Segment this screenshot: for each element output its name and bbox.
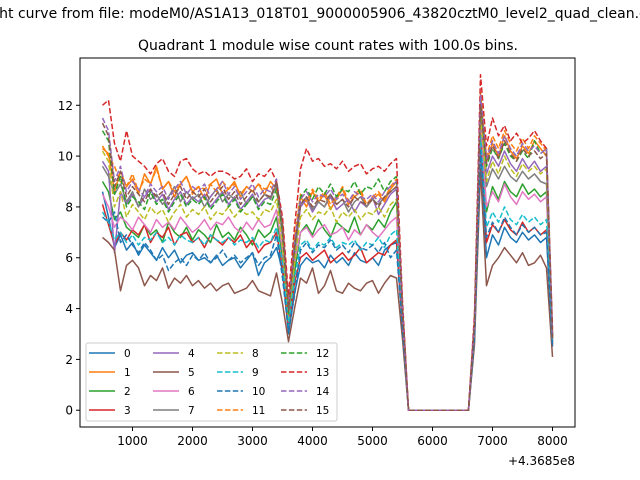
x-tick-label: 1000 (117, 434, 148, 448)
y-tick-label: 2 (65, 353, 73, 367)
x-tick-label: 7000 (477, 434, 508, 448)
legend-label-9: 9 (252, 367, 259, 379)
series-line-11 (101, 96, 554, 411)
chart-title: Quadrant 1 module wise count rates with … (138, 38, 518, 54)
y-tick-label: 4 (65, 302, 73, 316)
series-line-14 (101, 94, 554, 411)
x-tick-label: 2000 (177, 434, 208, 448)
y-tick-label: 6 (65, 251, 73, 265)
figure-suptitle: Light curve from file: modeM0/AS1A13_018… (0, 6, 640, 22)
legend-label-3: 3 (124, 405, 131, 417)
series-line-5 (102, 168, 554, 411)
x-tick-label: 8000 (537, 434, 568, 448)
x-axis: 1000 2000 3000 4000 5000 6000 7000 8000 (117, 427, 568, 448)
x-tick-label: 4000 (297, 434, 328, 448)
legend-label-13: 13 (316, 367, 329, 379)
legend-label-6: 6 (188, 386, 195, 398)
legend-label-14: 14 (316, 386, 330, 398)
legend-label-4: 4 (188, 348, 195, 360)
y-tick-label: 12 (58, 99, 73, 113)
series-line-12 (101, 99, 554, 411)
legend-label-7: 7 (188, 405, 195, 417)
x-tick-label: 3000 (237, 434, 268, 448)
y-tick-label: 10 (58, 150, 73, 164)
series-lines (101, 74, 554, 411)
legend-label-5: 5 (188, 367, 195, 379)
y-axis: 0 2 4 6 8 10 12 (58, 99, 80, 418)
legend-label-8: 8 (252, 348, 259, 360)
x-offset-label: +4.3685e8 (508, 454, 575, 468)
legend-label-12: 12 (316, 348, 329, 360)
legend-label-10: 10 (252, 386, 265, 398)
y-tick-label: 0 (65, 404, 73, 418)
legend-box (85, 342, 338, 422)
series-line-15 (101, 104, 554, 411)
legend-label-0: 0 (124, 348, 131, 360)
y-tick-label: 8 (65, 200, 73, 214)
legend-label-15: 15 (316, 405, 329, 417)
plot-frame (79, 57, 576, 428)
x-tick-label: 6000 (417, 434, 448, 448)
series-line-10 (102, 150, 554, 411)
legend-label-11: 11 (252, 405, 265, 417)
legend-label-2: 2 (124, 386, 131, 398)
x-tick-label: 5000 (357, 434, 388, 448)
legend-label-1: 1 (124, 367, 131, 379)
